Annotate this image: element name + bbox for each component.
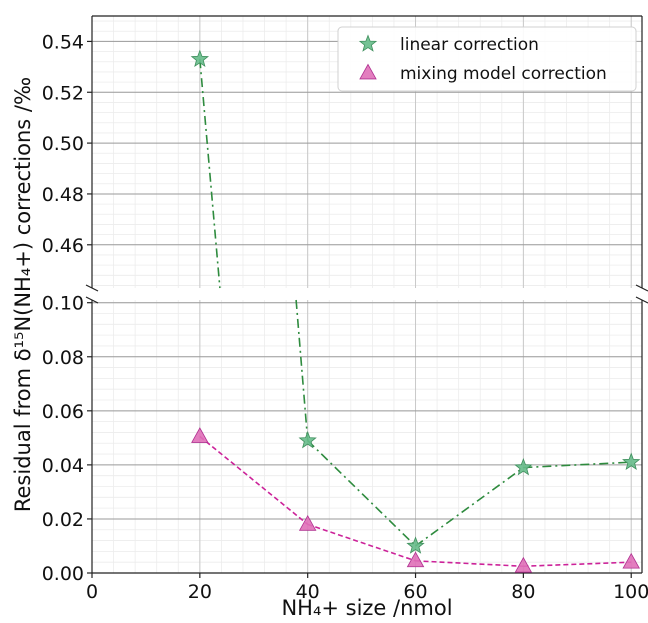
series-markers — [190, 49, 641, 573]
y-tick-label: 0.02 — [42, 509, 84, 531]
x-tick-label: 0 — [86, 581, 98, 603]
y-tick-label: 0.08 — [42, 347, 84, 369]
legend: linear correction mixing model correction — [337, 26, 637, 92]
series-line-0 — [199, 59, 632, 547]
data-point — [622, 452, 641, 470]
data-point — [514, 457, 533, 476]
grid — [91, 16, 642, 574]
y-tick-label: 0.54 — [42, 31, 84, 53]
legend-entry: mixing model correction — [400, 64, 607, 84]
x-tick-label: 60 — [403, 581, 427, 603]
axis-break-mark — [85, 284, 99, 292]
data-point — [622, 552, 640, 569]
y-tick-label: 0.10 — [42, 293, 84, 315]
data-point — [406, 536, 425, 554]
series-line-1 — [199, 435, 632, 568]
data-point — [514, 556, 533, 573]
x-tick-label: 20 — [188, 581, 212, 603]
data-point — [298, 515, 317, 531]
data-point — [406, 551, 425, 568]
y-tick-label: 0.46 — [42, 235, 84, 257]
axis-break-mark — [635, 296, 648, 304]
x-tick-label: 80 — [511, 581, 535, 603]
data-point — [191, 427, 209, 443]
legend-marker — [358, 34, 378, 52]
data-point — [190, 49, 210, 68]
series-lines — [199, 59, 632, 568]
y-tick-label: 0.52 — [42, 82, 84, 104]
y-tick-label: 0.00 — [42, 563, 84, 585]
axis-break-mark — [635, 284, 648, 292]
legend-entry: linear correction — [400, 35, 539, 55]
legend-marker — [359, 63, 377, 80]
axis-break-mark — [85, 296, 99, 304]
x-tick-label: 100 — [613, 581, 648, 603]
x-axis-label: NH₄+ size /nmol — [281, 596, 452, 620]
y-tick-label: 0.04 — [42, 455, 84, 477]
y-tick-label: 0.48 — [42, 184, 84, 206]
x-tick-label: 40 — [296, 581, 320, 603]
axes — [85, 15, 648, 574]
data-point — [298, 430, 317, 449]
legend-box — [337, 26, 637, 92]
y-axis-label: Residual from δ¹⁵N(NH₄+) corrections /‰ — [11, 77, 35, 512]
y-tick-label: 0.50 — [42, 133, 84, 155]
y-tick-label: 0.06 — [42, 401, 84, 423]
tick-labels: 0 20 40 60 80 100 0.46 0.48 0.50 0.52 0.54 0.00 0.02… — [42, 31, 648, 603]
